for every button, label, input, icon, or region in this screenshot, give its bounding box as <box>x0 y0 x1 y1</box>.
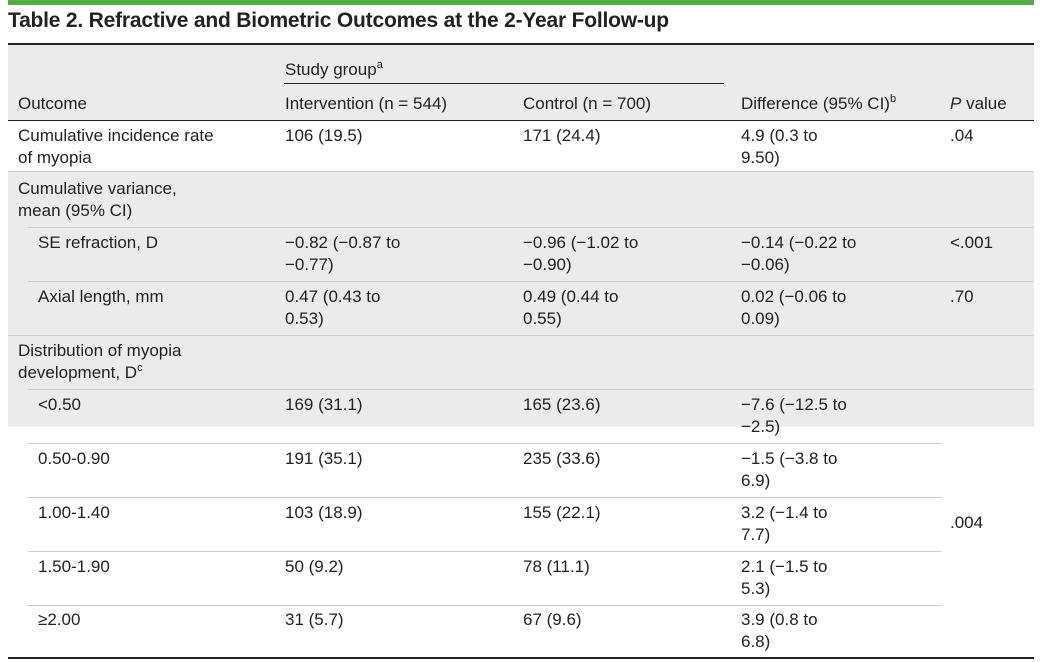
table-top-rule <box>8 43 1034 45</box>
incidence-p-value: .04 <box>950 126 974 145</box>
distribution-row-control: 78 (11.1) <box>523 557 590 576</box>
header-bottom-rule <box>8 120 1034 121</box>
row-divider <box>28 551 942 552</box>
row-divider <box>28 497 942 498</box>
intervention-header: Intervention (n = 544) <box>285 94 448 113</box>
distribution-row-intervention: 50 (9.2) <box>285 557 344 576</box>
distribution-row-intervention: 169 (31.1) <box>285 395 363 414</box>
header-band <box>8 45 1034 120</box>
distribution-section-label: Distribution of myopia development, Dc <box>18 341 182 382</box>
axial-length-outcome: Axial length, mm <box>38 287 164 306</box>
distribution-p-value: .004 <box>950 513 984 532</box>
distribution-row-intervention: 31 (5.7) <box>285 610 344 629</box>
control-header: Control (n = 700) <box>523 94 652 113</box>
incidence-difference: 4.9 (0.3 to 9.50) <box>741 126 818 167</box>
distribution-row-difference: 3.2 (−1.4 to 7.7) <box>741 503 828 544</box>
row-divider <box>28 605 942 606</box>
distribution-row-control: 67 (9.6) <box>523 610 582 629</box>
study-group-header: Study groupa <box>285 59 383 80</box>
distribution-row-difference: 2.1 (−1.5 to 5.3) <box>741 557 828 598</box>
study-group-rule <box>284 83 724 84</box>
distribution-row-intervention: 191 (35.1) <box>285 449 363 468</box>
axial-length-control: 0.49 (0.44 to 0.55) <box>523 287 619 328</box>
row-divider <box>28 389 1034 390</box>
accent-top-rule <box>8 0 1034 5</box>
se-refraction-outcome: SE refraction, D <box>38 233 158 252</box>
axial-length-p-value: .70 <box>950 287 974 306</box>
axial-length-intervention: 0.47 (0.43 to 0.53) <box>285 287 381 328</box>
se-refraction-difference: −0.14 (−0.22 to −0.06) <box>741 233 857 274</box>
row-divider <box>28 281 1034 282</box>
distribution-row-difference: −1.5 (−3.8 to 6.9) <box>741 449 838 490</box>
distribution-row-outcome: 1.00-1.40 <box>38 503 110 522</box>
distribution-row-difference: 3.9 (0.8 to 6.8) <box>741 610 818 651</box>
difference-header: Difference (95% CI)b <box>741 93 897 114</box>
outcome-header: Outcome <box>18 94 87 113</box>
se-refraction-control: −0.96 (−1.02 to −0.90) <box>523 233 639 274</box>
se-refraction-intervention: −0.82 (−0.87 to −0.77) <box>285 233 401 274</box>
row-divider <box>28 443 942 444</box>
distribution-row-outcome: <0.50 <box>38 395 82 414</box>
table-title: Table 2. Refractive and Biometric Outcom… <box>8 9 669 32</box>
row-divider <box>8 171 1034 172</box>
axial-length-difference: 0.02 (−0.06 to 0.09) <box>741 287 847 328</box>
distribution-row-outcome: 1.50-1.90 <box>38 557 110 576</box>
distribution-row-outcome: 0.50-0.90 <box>38 449 110 468</box>
p-value-header: P value <box>950 94 1007 113</box>
table-bottom-rule <box>8 657 1034 659</box>
variance-section-label: Cumulative variance, mean (95% CI) <box>18 179 177 220</box>
distribution-row-control: 155 (22.1) <box>523 503 601 522</box>
distribution-row-difference: −7.6 (−12.5 to −2.5) <box>741 395 847 436</box>
se-refraction-p-value: <.001 <box>950 233 994 252</box>
row-divider <box>8 335 1034 336</box>
distribution-row-intervention: 103 (18.9) <box>285 503 363 522</box>
distribution-row-control: 165 (23.6) <box>523 395 601 414</box>
incidence-intervention: 106 (19.5) <box>285 126 363 145</box>
incidence-outcome: Cumulative incidence rate of myopia <box>18 126 214 167</box>
outcomes-table: Study groupa Outcome Intervention (n = 5… <box>8 43 1034 659</box>
band-variance <box>8 171 1034 427</box>
row-divider <box>28 227 1034 228</box>
incidence-control: 171 (24.4) <box>523 126 601 145</box>
distribution-row-outcome: ≥2.00 <box>38 610 81 629</box>
distribution-row-control: 235 (33.6) <box>523 449 601 468</box>
